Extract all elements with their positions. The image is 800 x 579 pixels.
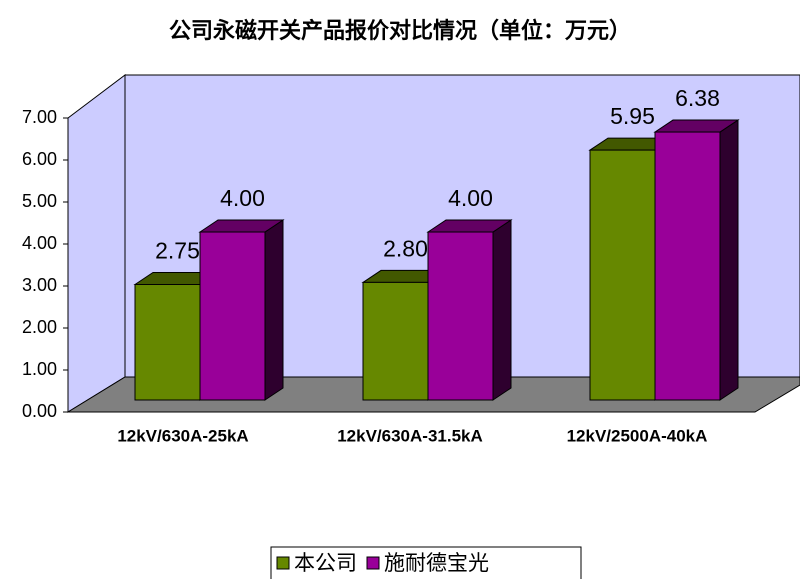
x-tick-label: 12kV/2500A-40kA [567,426,708,445]
x-tick-label: 12kV/630A-31.5kA [337,426,483,445]
y-tick-label: 2.00 [22,317,57,337]
x-tick-label: 12kV/630A-25kA [117,426,248,445]
y-tick-label: 3.00 [22,275,57,295]
data-label: 4.00 [448,185,493,211]
bar [427,231,494,401]
data-label: 2.75 [155,238,200,264]
bar [654,131,721,401]
bar-side [264,219,284,401]
bar [134,284,201,401]
legend-swatch [276,556,290,570]
legend-swatch [366,556,380,570]
legend-label: 本公司 [294,551,357,575]
side-wall [67,73,126,413]
y-tick-label: 0.00 [22,401,57,421]
y-tick-label: 1.00 [22,359,57,379]
bar [199,231,266,401]
bar [362,281,429,401]
y-tick-label: 6.00 [22,149,57,169]
legend [270,546,582,579]
bar [589,149,656,401]
data-label: 5.95 [610,103,655,129]
legend-label: 施耐德宝光 [384,551,489,575]
y-tick-label: 7.00 [22,107,57,127]
data-label: 6.38 [675,85,720,111]
y-tick-label: 5.00 [22,191,57,211]
data-label: 4.00 [220,185,265,211]
bar-side [719,119,739,401]
data-label: 2.80 [383,235,428,261]
y-tick-label: 4.00 [22,233,57,253]
chart-title: 公司永磁开关产品报价对比情况（单位：万元） [169,18,631,44]
bar-side [492,219,512,401]
